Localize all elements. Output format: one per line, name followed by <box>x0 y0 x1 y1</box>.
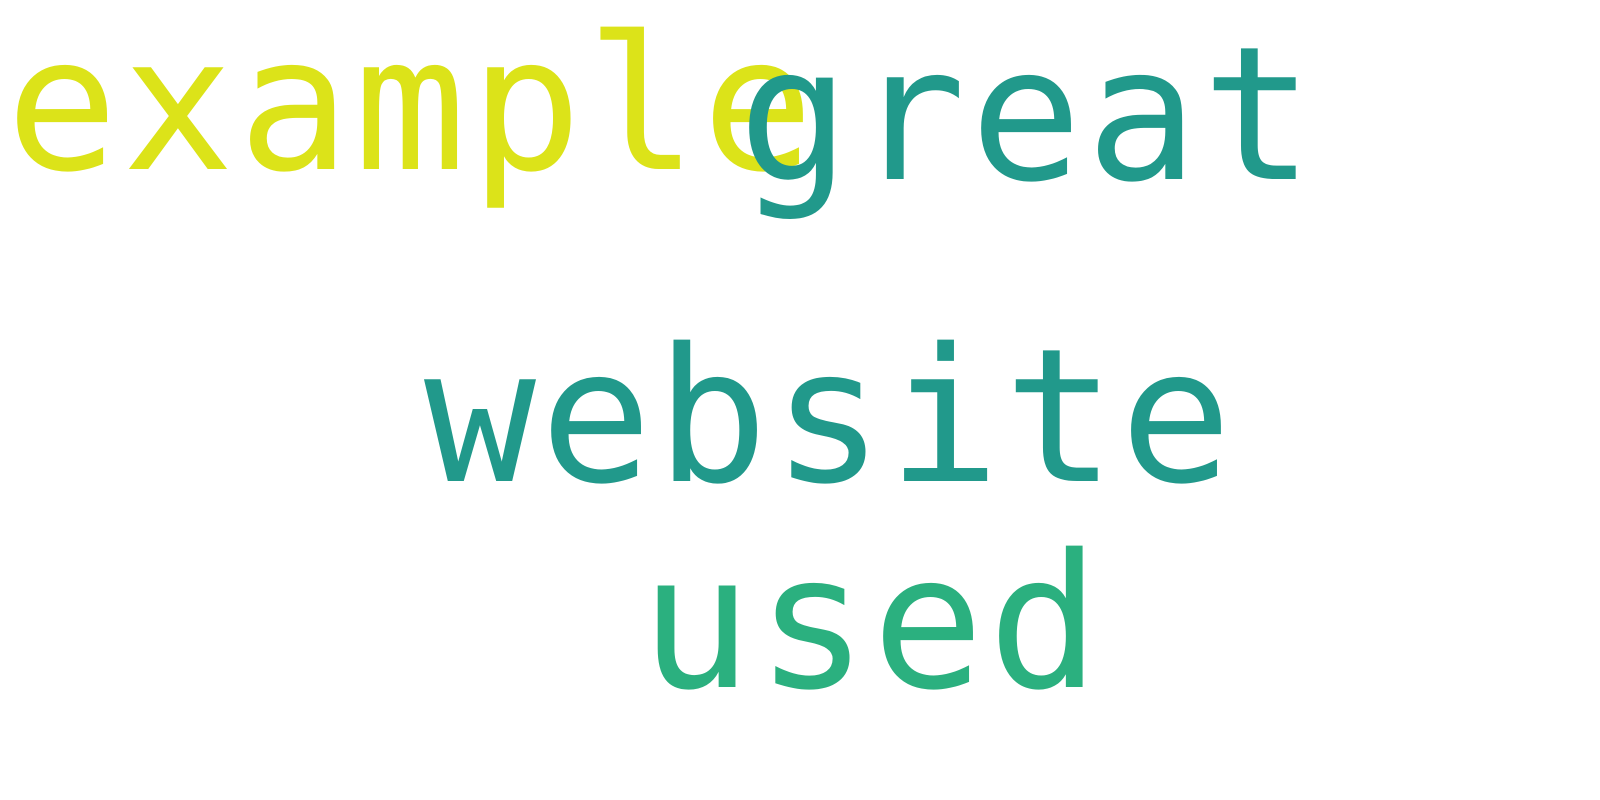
word-used: used <box>640 514 1104 731</box>
word-great: great <box>738 6 1318 223</box>
word-example: example <box>6 0 818 213</box>
word-website: website <box>424 308 1236 525</box>
